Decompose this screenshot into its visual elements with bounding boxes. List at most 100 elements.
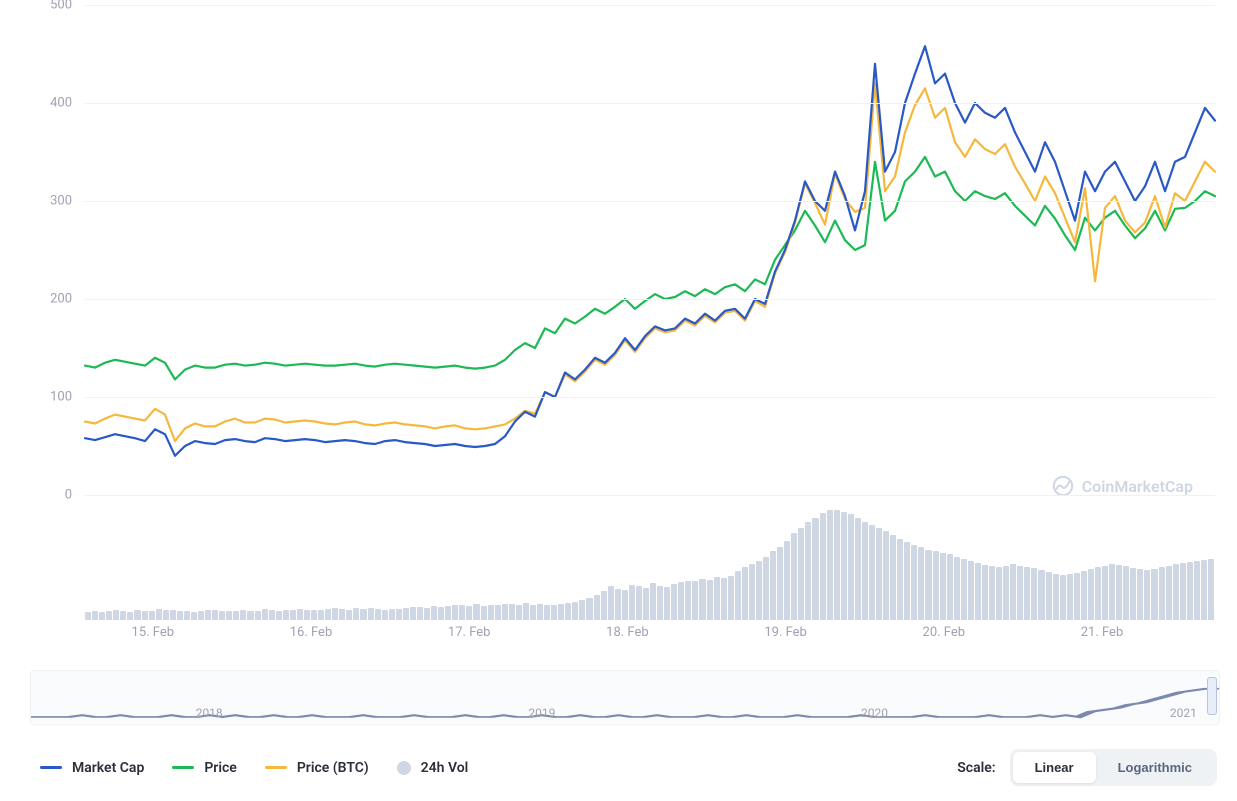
- volume-bar: [728, 576, 734, 620]
- legend-item-market_cap[interactable]: Market Cap: [40, 760, 144, 776]
- x-tick-label: 16. Feb: [290, 625, 333, 640]
- volume-bar: [149, 611, 155, 620]
- navigator-handle[interactable]: [1207, 677, 1217, 715]
- series-line: [85, 83, 1215, 441]
- volume-bar: [163, 610, 169, 620]
- volume-bar: [1024, 567, 1030, 620]
- y-tick-label: 400: [50, 96, 72, 111]
- volume-bar: [523, 603, 529, 620]
- volume-bar: [629, 585, 635, 620]
- volume-bar: [262, 609, 268, 620]
- volume-bar: [918, 547, 924, 620]
- volume-bar: [1038, 570, 1044, 620]
- x-tick-label: 18. Feb: [606, 625, 649, 640]
- volume-bar: [855, 518, 861, 620]
- volume-bar: [1088, 569, 1094, 620]
- volume-bar: [382, 610, 388, 620]
- volume-bar: [1137, 569, 1143, 620]
- volume-bar: [904, 542, 910, 620]
- volume-bar: [664, 587, 670, 620]
- volume-bar: [869, 525, 875, 620]
- volume-bar: [177, 611, 183, 620]
- volume-bar: [876, 528, 882, 620]
- volume-bar: [205, 610, 211, 620]
- volume-bar: [996, 567, 1002, 620]
- volume-bar: [127, 612, 133, 620]
- volume-bar: [940, 553, 946, 620]
- navigator[interactable]: 2018201920202021: [30, 670, 1220, 725]
- volume-bar: [890, 535, 896, 620]
- volume-bar: [1046, 572, 1052, 620]
- volume-bar: [763, 557, 769, 620]
- volume-bar: [346, 610, 352, 620]
- volume-bar: [714, 577, 720, 620]
- volume-bar: [551, 605, 557, 620]
- volume-bar: [989, 566, 995, 620]
- legend-item-vol[interactable]: 24h Vol: [397, 760, 469, 776]
- legend-label: Market Cap: [72, 760, 144, 776]
- line-chart-svg: [85, 5, 1215, 495]
- volume-bar: [770, 551, 776, 620]
- volume-bar: [961, 559, 967, 620]
- volume-bar: [488, 605, 494, 620]
- volume-bar: [509, 604, 515, 620]
- x-tick-label: 15. Feb: [132, 625, 175, 640]
- volume-bar: [692, 581, 698, 620]
- scale-label: Scale:: [957, 760, 995, 776]
- volume-bar: [1031, 568, 1037, 620]
- volume-bar: [92, 611, 98, 620]
- volume-bar: [1144, 570, 1150, 620]
- main-chart: 0100200300400500 CoinMarketCap 15. Feb16…: [30, 5, 1220, 645]
- volume-bar: [1074, 573, 1080, 620]
- legend-item-price[interactable]: Price: [172, 760, 237, 776]
- volume-bar: [368, 608, 374, 620]
- volume-bar: [212, 610, 218, 620]
- volume-bar: [219, 611, 225, 620]
- legend-dot-swatch: [397, 761, 411, 775]
- volume-bar: [417, 607, 423, 620]
- volume-bar: [650, 583, 656, 620]
- legend-item-price_btc[interactable]: Price (BTC): [265, 760, 369, 776]
- volume-bar: [657, 586, 663, 620]
- volume-bar: [459, 605, 465, 620]
- volume-bar: [1053, 574, 1059, 620]
- volume-bar: [742, 567, 748, 620]
- volume-bar: [544, 605, 550, 620]
- volume-bar: [834, 510, 840, 620]
- volume-bar: [685, 581, 691, 620]
- volume-bar: [643, 588, 649, 620]
- navigator-year-label: 2020: [861, 706, 888, 720]
- volume-bars: [85, 500, 1215, 620]
- chart-legend: Market Cap Price Price (BTC) 24h Vol: [40, 760, 468, 776]
- volume-bar: [325, 609, 331, 620]
- volume-bar: [106, 611, 112, 620]
- volume-bar: [530, 605, 536, 620]
- volume-bar: [276, 611, 282, 620]
- volume-bar: [191, 612, 197, 620]
- volume-bar: [1003, 566, 1009, 620]
- volume-bar: [1067, 574, 1073, 620]
- volume-bar: [636, 586, 642, 620]
- series-line: [85, 46, 1215, 456]
- volume-bar: [339, 609, 345, 620]
- volume-bar: [1123, 566, 1129, 620]
- scale-btn-linear[interactable]: Linear: [1013, 752, 1096, 783]
- volume-bar: [481, 606, 487, 620]
- scale-btn-logarithmic[interactable]: Logarithmic: [1096, 752, 1214, 783]
- volume-bar: [756, 561, 762, 620]
- volume-bar: [862, 522, 868, 620]
- volume-bar: [784, 541, 790, 620]
- volume-bar: [1102, 566, 1108, 620]
- volume-bar: [283, 610, 289, 620]
- volume-bar: [85, 612, 91, 620]
- volume-bar: [883, 531, 889, 620]
- volume-bar: [353, 608, 359, 620]
- plot-area[interactable]: CoinMarketCap: [85, 5, 1215, 495]
- volume-bar: [812, 518, 818, 620]
- volume-bar: [1151, 569, 1157, 620]
- x-tick-label: 20. Feb: [923, 625, 966, 640]
- scale-toggle: LinearLogarithmic: [1010, 749, 1217, 786]
- grid-line: [85, 397, 1215, 398]
- x-tick-label: 21. Feb: [1081, 625, 1124, 640]
- y-tick-label: 500: [50, 0, 72, 13]
